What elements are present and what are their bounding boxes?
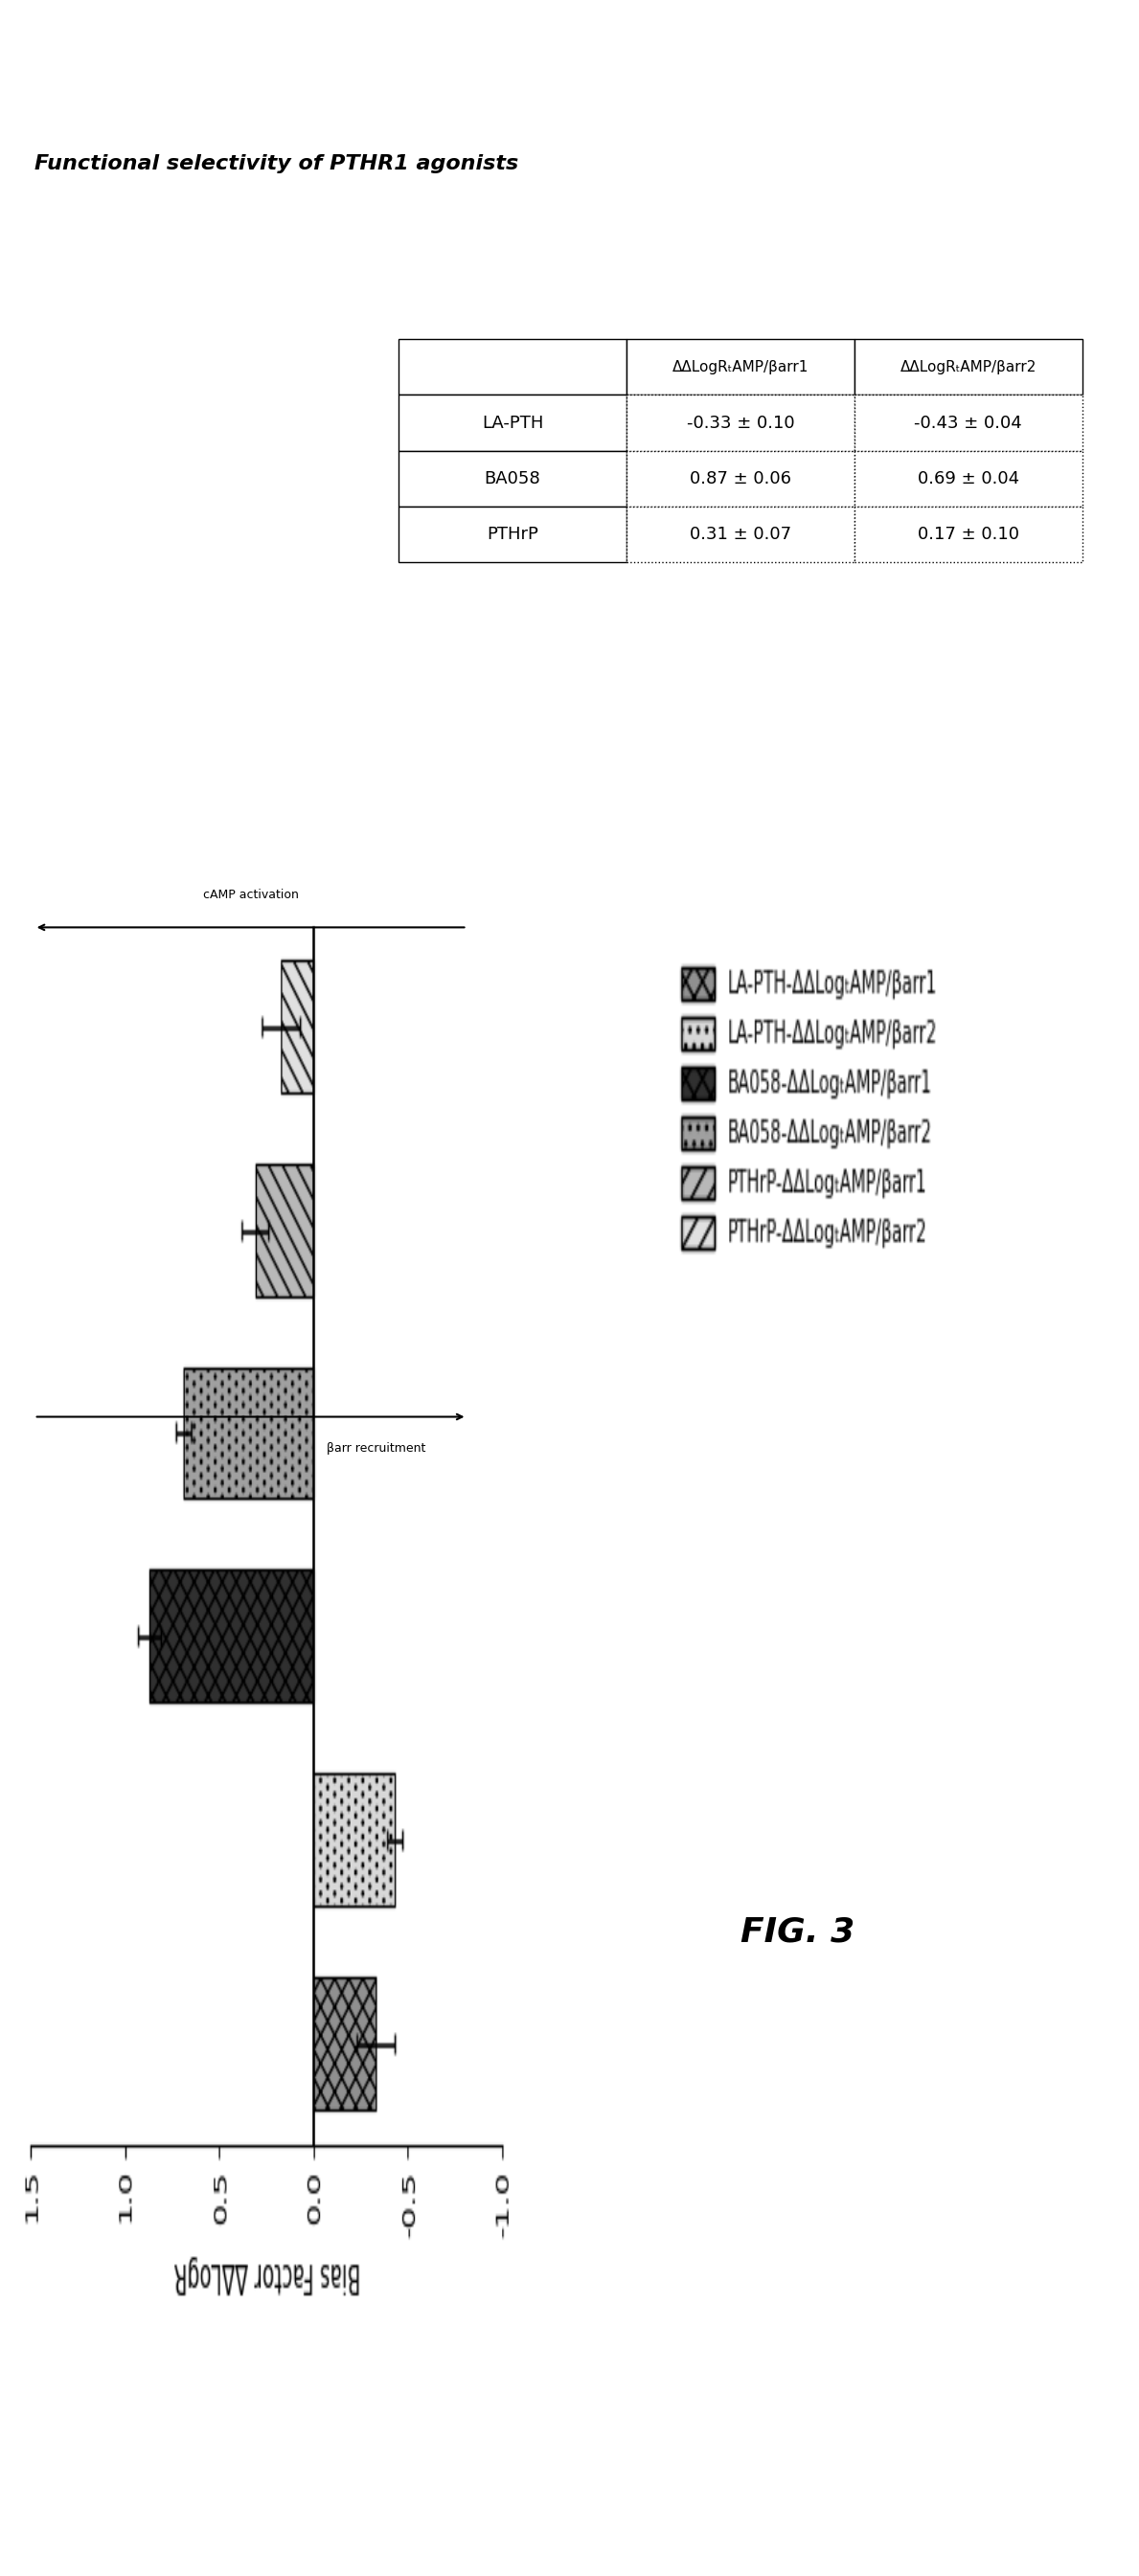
- Text: cAMP activation: cAMP activation: [203, 889, 298, 902]
- Text: FIG. 3: FIG. 3: [740, 1917, 854, 1947]
- Text: Functional selectivity of PTHR1 agonists: Functional selectivity of PTHR1 agonists: [34, 155, 518, 173]
- Text: βarr recruitment: βarr recruitment: [327, 1443, 425, 1455]
